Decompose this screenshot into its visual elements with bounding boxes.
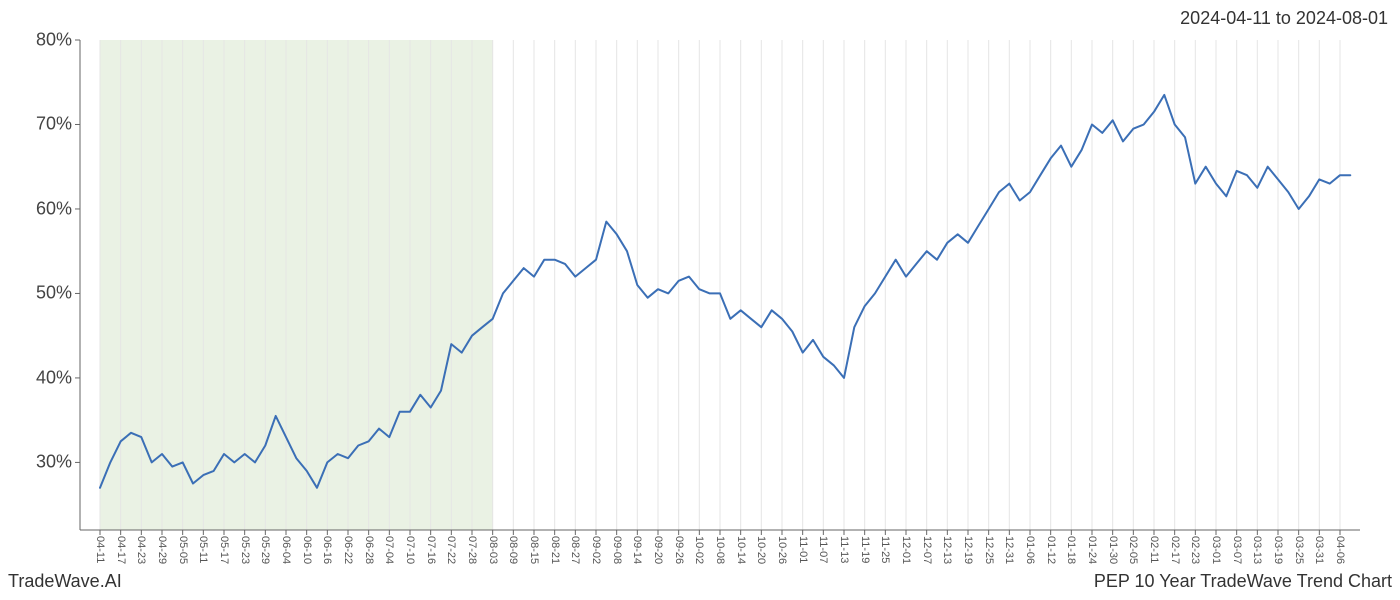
x-tick-label: 11-07 — [817, 536, 829, 563]
y-tick-label: 80% — [36, 30, 72, 51]
x-tick-label: 09-20 — [652, 536, 664, 564]
x-tick-label: 11-19 — [859, 536, 871, 563]
x-tick-label: 06-10 — [301, 536, 313, 564]
y-tick-label: 60% — [36, 198, 72, 219]
x-tick-label: 07-10 — [404, 536, 416, 564]
x-tick-label: 02-11 — [1148, 536, 1160, 563]
chart-area: 30%40%50%60%70%80%04-1104-1704-2304-2905… — [80, 40, 1360, 530]
x-tick-label: 05-29 — [259, 536, 271, 564]
x-tick-label: 02-05 — [1127, 536, 1139, 564]
x-tick-label: 12-07 — [921, 536, 933, 564]
x-tick-label: 01-24 — [1086, 536, 1098, 564]
x-tick-label: 09-08 — [611, 536, 623, 564]
x-tick-label: 08-21 — [549, 536, 561, 564]
x-tick-label: 01-06 — [1024, 536, 1036, 564]
x-tick-label: 03-31 — [1313, 536, 1325, 564]
x-tick-label: 03-07 — [1231, 536, 1243, 564]
x-tick-label: 12-19 — [962, 536, 974, 564]
x-tick-label: 11-25 — [879, 536, 891, 563]
x-tick-label: 04-23 — [135, 536, 147, 564]
x-tick-label: 02-23 — [1189, 536, 1201, 564]
x-tick-label: 04-29 — [156, 536, 168, 564]
x-tick-label: 10-02 — [693, 536, 705, 564]
x-tick-label: 04-17 — [115, 536, 127, 564]
x-tick-label: 06-16 — [321, 536, 333, 564]
x-tick-label: 02-17 — [1169, 536, 1181, 564]
x-tick-label: 05-05 — [177, 536, 189, 564]
x-tick-label: 08-27 — [569, 536, 581, 564]
x-tick-label: 07-28 — [466, 536, 478, 564]
x-tick-label: 01-30 — [1107, 536, 1119, 564]
x-tick-label: 12-25 — [983, 536, 995, 564]
x-tick-label: 06-22 — [342, 536, 354, 564]
x-tick-label: 03-13 — [1251, 536, 1263, 564]
y-tick-label: 40% — [36, 367, 72, 388]
x-tick-label: 01-12 — [1045, 536, 1057, 564]
x-tick-label: 12-01 — [900, 536, 912, 564]
x-tick-label: 05-11 — [197, 536, 209, 563]
y-tick-label: 30% — [36, 452, 72, 473]
x-tick-label: 05-17 — [218, 536, 230, 564]
x-tick-label: 10-08 — [714, 536, 726, 564]
x-tick-label: 09-14 — [631, 536, 643, 564]
x-tick-label: 11-01 — [797, 536, 809, 563]
x-tick-label: 08-09 — [507, 536, 519, 564]
x-tick-label: 06-28 — [363, 536, 375, 564]
x-tick-label: 05-23 — [239, 536, 251, 564]
x-tick-label: 03-25 — [1293, 536, 1305, 564]
x-tick-label: 03-01 — [1210, 536, 1222, 564]
x-tick-label: 07-16 — [425, 536, 437, 564]
y-tick-label: 50% — [36, 283, 72, 304]
x-tick-label: 08-15 — [528, 536, 540, 564]
x-tick-label: 09-02 — [590, 536, 602, 564]
x-tick-label: 07-04 — [383, 536, 395, 564]
date-range-label: 2024-04-11 to 2024-08-01 — [1180, 8, 1388, 29]
x-tick-label: 10-20 — [755, 536, 767, 564]
y-tick-label: 70% — [36, 114, 72, 135]
x-tick-label: 12-13 — [941, 536, 953, 564]
x-tick-label: 04-11 — [94, 536, 106, 563]
x-tick-label: 06-04 — [280, 536, 292, 564]
chart-title: PEP 10 Year TradeWave Trend Chart — [1094, 571, 1392, 592]
x-tick-label: 12-31 — [1003, 536, 1015, 564]
brand-label: TradeWave.AI — [8, 571, 122, 592]
x-tick-label: 03-19 — [1272, 536, 1284, 564]
line-chart — [80, 40, 1360, 530]
x-tick-label: 07-22 — [445, 536, 457, 564]
x-tick-label: 10-26 — [776, 536, 788, 564]
x-tick-label: 08-03 — [487, 536, 499, 564]
x-tick-label: 01-18 — [1065, 536, 1077, 564]
x-tick-label: 04-06 — [1334, 536, 1346, 564]
x-tick-label: 11-13 — [838, 536, 850, 563]
x-tick-label: 10-14 — [735, 536, 747, 564]
x-tick-label: 09-26 — [673, 536, 685, 564]
